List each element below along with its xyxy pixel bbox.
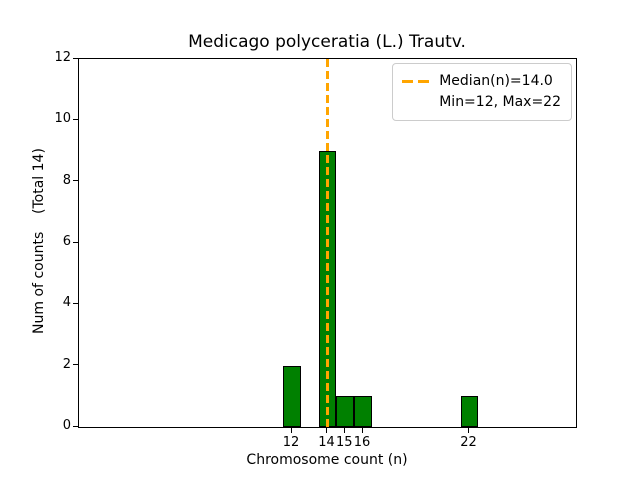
legend-entry-median: Median(n)=14.0 [439, 73, 553, 89]
x-tick-label: 14 [318, 435, 335, 450]
y-tick-label: 4 [62, 295, 71, 311]
x-tick-mark [343, 428, 345, 433]
y-tick-label: 6 [62, 234, 71, 249]
y-tick-label: 8 [62, 172, 71, 188]
x-tick-mark [468, 428, 469, 433]
y-tick-label: 12 [54, 50, 71, 65]
x-tick-mark [290, 428, 292, 433]
bar-n16 [354, 396, 372, 427]
legend-entry-minmax: Min=12, Max=22 [439, 94, 561, 110]
bar-n22 [460, 396, 479, 427]
median-line [326, 59, 329, 427]
y-tick-label: 0 [62, 418, 71, 433]
y-tick-mark [73, 425, 78, 427]
x-tick-mark [326, 428, 327, 433]
y-tick-mark [73, 364, 78, 366]
x-axis-label: Chromosome count (n) [246, 452, 408, 468]
bar-n15 [336, 396, 355, 427]
y-tick-mark [73, 180, 78, 182]
x-tick-label: 22 [460, 435, 477, 450]
plot-area: Median(n)=14.0 Min=12, Max=22 [78, 58, 577, 428]
x-tick-label: 16 [353, 435, 371, 450]
y-tick-mark [73, 118, 78, 120]
legend-row-minmax: Min=12, Max=22 [402, 92, 561, 113]
median-dashed-line-swatch [402, 80, 430, 83]
x-tick-label: 15 [335, 435, 353, 450]
legend-row-median: Median(n)=14.0 [402, 71, 561, 92]
chart-title: Medicago polyceratia (L.) Trautv. [188, 32, 466, 52]
y-tick-mark [73, 302, 78, 304]
bar-n12 [283, 365, 301, 427]
y-tick-label: 2 [62, 356, 71, 372]
y-tick-mark [73, 57, 78, 59]
y-tick-mark [73, 241, 78, 243]
y-tick-label: 10 [54, 111, 71, 127]
x-tick-label: 12 [282, 435, 300, 450]
x-tick-mark [361, 428, 363, 433]
legend: Median(n)=14.0 Min=12, Max=22 [392, 63, 572, 121]
